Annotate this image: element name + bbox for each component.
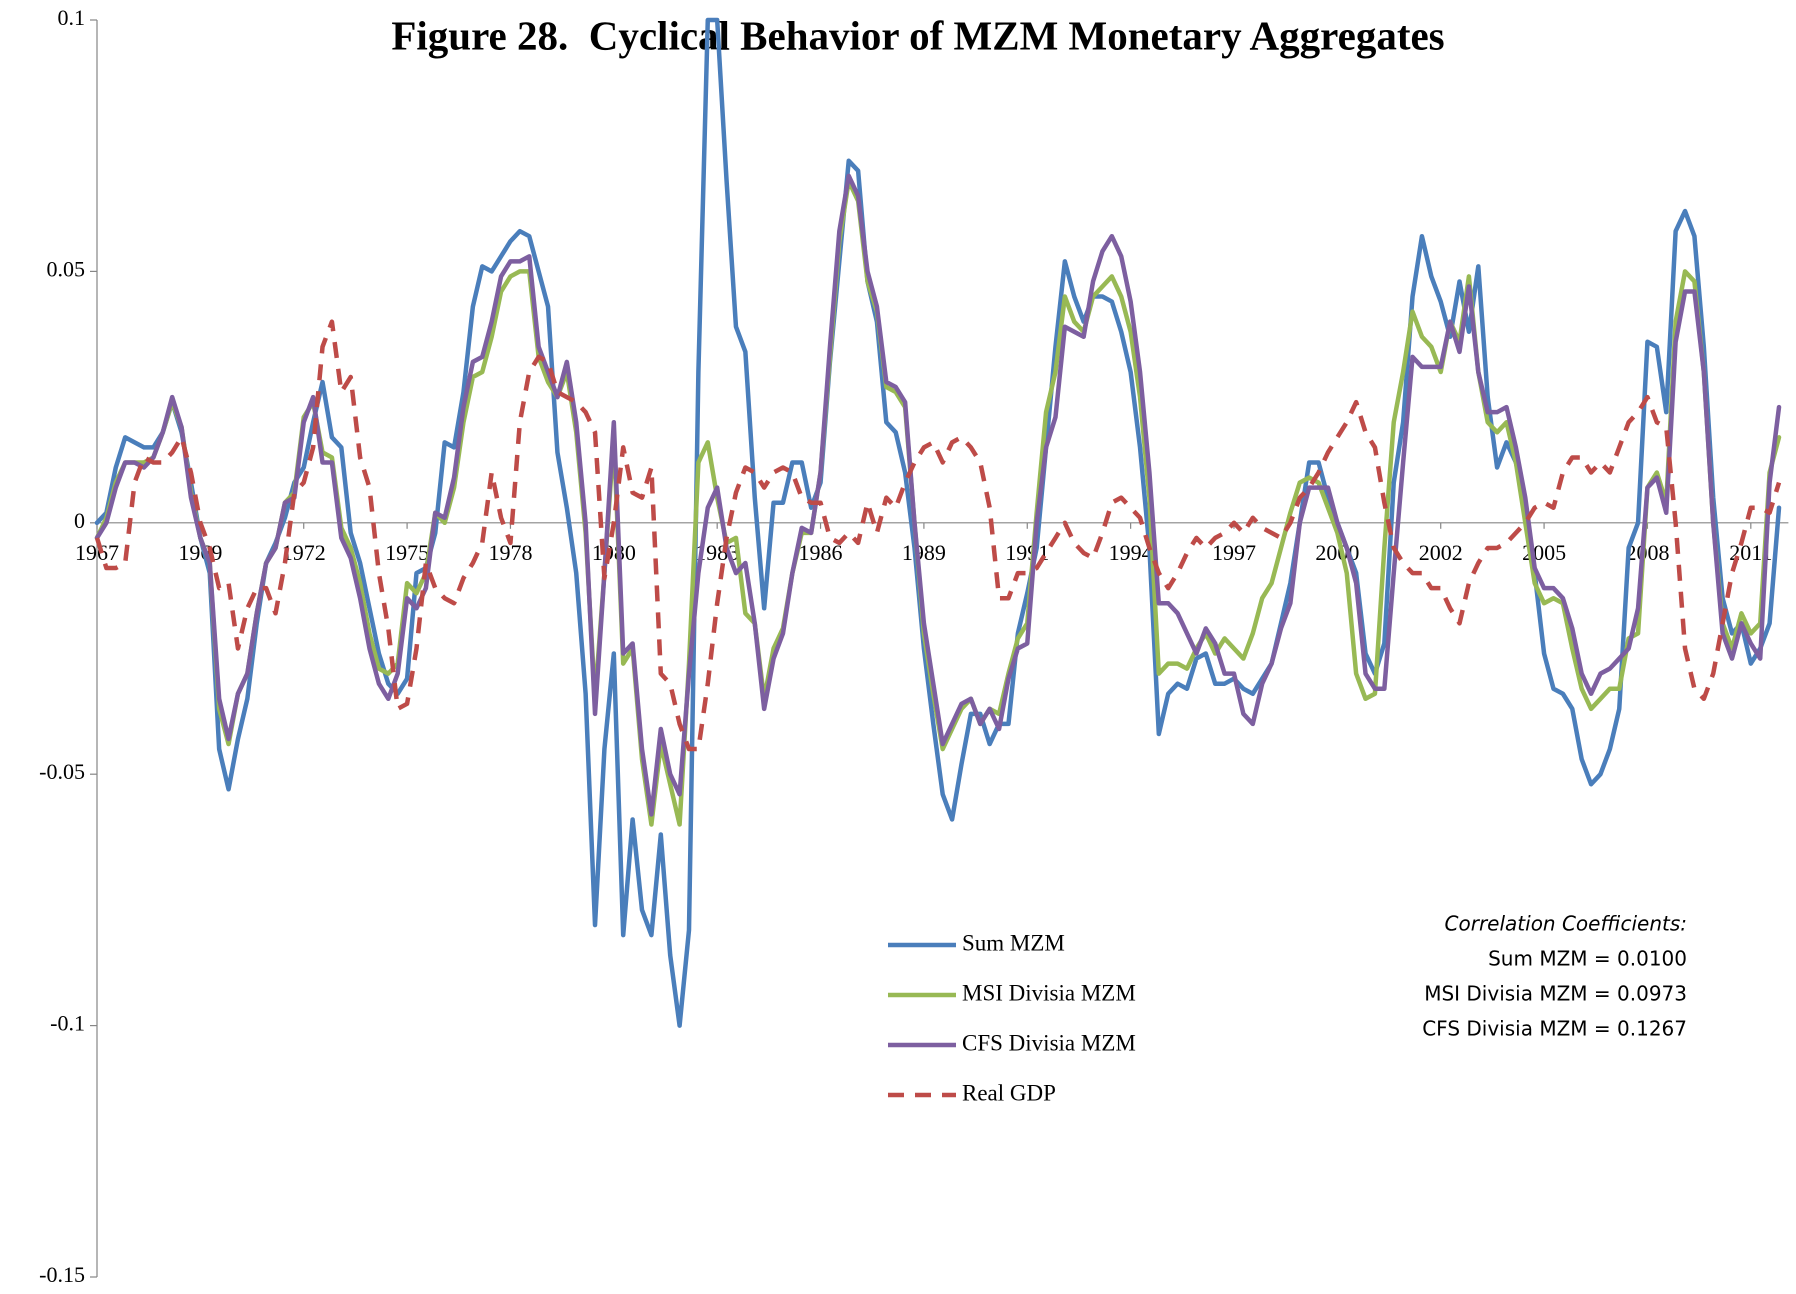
x-tick-label: 2008 [1625, 540, 1669, 565]
x-tick-label: 1980 [592, 540, 636, 565]
x-tick-label: 1989 [902, 540, 946, 565]
y-tick-label: 0 [74, 508, 85, 533]
legend-label: Real GDP [962, 1080, 1056, 1105]
chart-title: Figure 28. Cyclical Behavior of MZM Mone… [391, 12, 1444, 58]
x-tick-label: 1986 [799, 540, 843, 565]
annotation-line: CFS Divisia MZM = 0.1267 [1422, 1017, 1687, 1041]
legend-label: MSI Divisia MZM [962, 980, 1136, 1005]
x-tick-label: 2002 [1419, 540, 1463, 565]
series-line [94, 173, 1782, 817]
x-tick-label: 1972 [282, 540, 326, 565]
y-tick-label: 0.05 [47, 256, 86, 281]
annotation-line: MSI Divisia MZM = 0.0973 [1424, 982, 1687, 1006]
series-line [94, 319, 1782, 752]
annotation-title: Correlation Coefficients: [1445, 912, 1687, 936]
series-line [94, 17, 1782, 1028]
legend-label: Sum MZM [962, 930, 1065, 955]
y-tick-label: -0.15 [39, 1262, 85, 1287]
y-tick-label: -0.1 [50, 1011, 85, 1036]
y-tick-label: 0.1 [58, 5, 86, 30]
x-tick-label: 1994 [1109, 540, 1153, 565]
x-tick-label: 1997 [1212, 540, 1256, 565]
legend-label: CFS Divisia MZM [962, 1030, 1136, 1055]
annotation-line: Sum MZM = 0.0100 [1488, 947, 1687, 971]
x-tick-label: 1975 [385, 540, 429, 565]
y-tick-label: -0.05 [39, 759, 85, 784]
